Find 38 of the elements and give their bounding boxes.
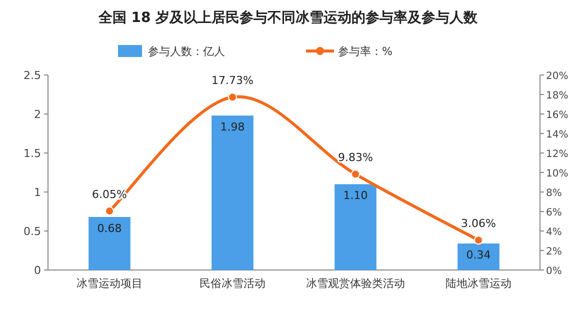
- data-label: 17.73%: [212, 74, 254, 88]
- chart-title: 全国 18 岁及以上居民参与不同冰雪运动的参与率及参与人数: [97, 9, 479, 26]
- bar: [212, 116, 254, 270]
- data-label: 3.06%: [461, 217, 496, 230]
- y-tick-label: 2.5: [24, 69, 41, 82]
- data-label: 1.10: [343, 189, 368, 202]
- x-tick-label: 陆地冰雪运动: [446, 277, 512, 290]
- y2-tick-label: 0%: [546, 266, 562, 277]
- data-label: 0.68: [97, 222, 122, 235]
- y2-tick-label: 20%: [546, 71, 568, 82]
- data-label: 9.83%: [338, 151, 373, 164]
- y2-tick-label: 10%: [546, 168, 568, 180]
- y-tick-label: 1.5: [24, 147, 41, 160]
- y-tick-label: 0.5: [24, 225, 41, 238]
- legend-label: 参与率：%: [338, 45, 392, 58]
- point: [228, 92, 237, 102]
- y2-tick-label: 8%: [546, 188, 562, 199]
- y2-tick-label: 6%: [546, 208, 562, 218]
- bar: [334, 184, 376, 270]
- point: [351, 170, 360, 179]
- data-label: 0.34: [466, 248, 491, 262]
- bar: [88, 216, 130, 270]
- y2-tick-label: 14%: [546, 130, 568, 140]
- x-tick-label: 冰雪观赏体验类活动: [306, 277, 405, 290]
- y2-tick-label: 18%: [546, 90, 568, 102]
- y-tick-label: 1: [34, 186, 41, 199]
- y2-tick-label: 16%: [546, 110, 568, 121]
- y-tick-label: 2: [34, 108, 41, 121]
- x-tick-label: 冰雪运动项目: [76, 277, 142, 290]
- legend-label: 参与人数：亿人: [148, 45, 225, 58]
- bar: [458, 243, 500, 270]
- y-tick-label: 0: [34, 264, 41, 277]
- y2-tick-label: 12%: [546, 149, 568, 160]
- y2-tick-label: 4%: [546, 227, 562, 238]
- x-tick-label: 民俗冰雪活动: [200, 277, 266, 290]
- data-label: 1.98: [220, 120, 245, 134]
- y2-tick-label: 2%: [546, 246, 562, 258]
- point: [474, 236, 483, 245]
